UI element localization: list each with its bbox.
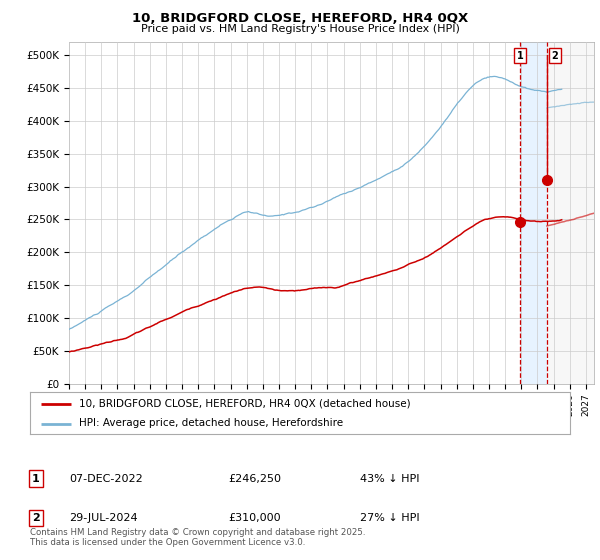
Text: 1: 1 (32, 474, 40, 484)
Text: 1: 1 (517, 50, 523, 60)
Text: 27% ↓ HPI: 27% ↓ HPI (360, 513, 419, 523)
Text: 10, BRIDGFORD CLOSE, HEREFORD, HR4 0QX (detached house): 10, BRIDGFORD CLOSE, HEREFORD, HR4 0QX (… (79, 399, 410, 409)
Text: 2: 2 (551, 50, 558, 60)
Text: 07-DEC-2022: 07-DEC-2022 (69, 474, 143, 484)
Text: £246,250: £246,250 (228, 474, 281, 484)
Text: HPI: Average price, detached house, Herefordshire: HPI: Average price, detached house, Here… (79, 418, 343, 428)
Text: 10, BRIDGFORD CLOSE, HEREFORD, HR4 0QX: 10, BRIDGFORD CLOSE, HEREFORD, HR4 0QX (132, 12, 468, 25)
Text: 2: 2 (32, 513, 40, 523)
Text: 43% ↓ HPI: 43% ↓ HPI (360, 474, 419, 484)
Text: Price paid vs. HM Land Registry's House Price Index (HPI): Price paid vs. HM Land Registry's House … (140, 24, 460, 34)
Bar (547, 42, 594, 384)
Text: Contains HM Land Registry data © Crown copyright and database right 2025.
This d: Contains HM Land Registry data © Crown c… (30, 528, 365, 547)
Text: 29-JUL-2024: 29-JUL-2024 (69, 513, 137, 523)
Text: £310,000: £310,000 (228, 513, 281, 523)
Bar (520, 42, 547, 384)
